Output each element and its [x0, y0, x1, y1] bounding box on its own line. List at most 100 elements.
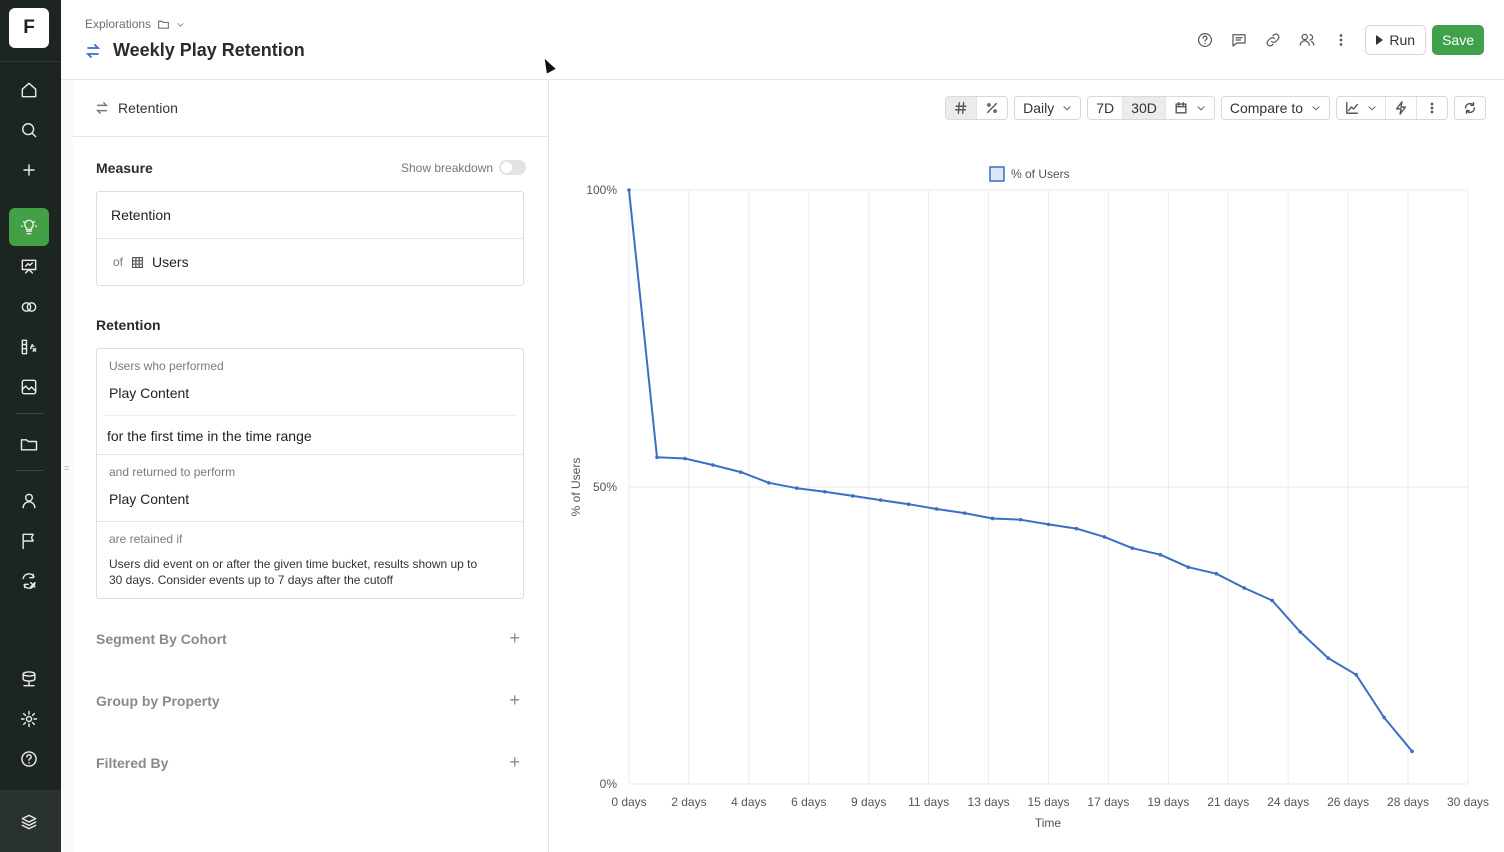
segment-by-cohort-row[interactable]: Segment By Cohort + [96, 628, 524, 649]
data-point[interactable] [906, 502, 911, 507]
data-point[interactable] [711, 463, 715, 467]
save-button[interactable]: Save [1432, 25, 1484, 55]
data-point[interactable] [1018, 517, 1023, 522]
more-vertical-icon[interactable] [1331, 30, 1351, 50]
breakdown-toggle[interactable] [499, 160, 527, 175]
data-point[interactable] [1298, 630, 1302, 634]
group-by-property-row[interactable]: Group by Property + [96, 690, 524, 711]
data-point[interactable] [1354, 672, 1358, 677]
chart-more-button[interactable] [1416, 97, 1447, 119]
panel-type-label[interactable]: Retention [118, 100, 178, 116]
chevron-down-icon[interactable] [176, 20, 185, 29]
chart-legend[interactable]: % of Users [989, 166, 1070, 182]
returned-event[interactable]: Play Content [109, 491, 190, 507]
sync-icon[interactable] [9, 562, 49, 600]
percent-format-button[interactable] [976, 97, 1007, 119]
user-icon[interactable] [9, 482, 49, 520]
data-point[interactable] [1102, 535, 1107, 539]
overlap-icon[interactable] [9, 288, 49, 326]
performed-event[interactable]: Play Content [109, 385, 190, 401]
compare-to-label: Compare to [1229, 100, 1303, 116]
run-button[interactable]: Run [1365, 25, 1427, 55]
measure-metric-row[interactable]: Retention [97, 192, 523, 239]
search-icon[interactable] [9, 111, 49, 149]
data-point[interactable] [1074, 526, 1079, 531]
data-point[interactable] [655, 455, 659, 460]
range-7d-button[interactable]: 7D [1096, 100, 1115, 116]
data-point[interactable] [683, 456, 687, 461]
data-point[interactable] [1130, 546, 1135, 550]
data-point[interactable] [1158, 552, 1163, 557]
measure-entity-row[interactable]: of Users [97, 239, 523, 285]
nav-rail: F [0, 0, 61, 852]
refresh-group [1454, 96, 1486, 120]
comment-icon[interactable] [1229, 30, 1249, 50]
folder-icon[interactable] [9, 425, 49, 463]
custom-date-button[interactable] [1164, 97, 1214, 119]
series-group [627, 188, 1414, 754]
data-point[interactable] [795, 486, 799, 490]
data-point[interactable] [1270, 598, 1275, 603]
data-point[interactable] [1242, 586, 1247, 590]
data-point[interactable] [1214, 571, 1219, 576]
add-group-icon[interactable]: + [509, 690, 520, 710]
performed-block[interactable]: Users who performed Play Content for the… [97, 349, 523, 455]
share-users-icon[interactable] [1297, 30, 1317, 50]
rail-separator [16, 470, 44, 471]
data-point[interactable] [1382, 715, 1386, 720]
data-point[interactable] [767, 481, 771, 485]
series-line[interactable] [628, 189, 1413, 752]
help-icon[interactable] [9, 740, 49, 778]
refresh-button[interactable] [1455, 97, 1485, 119]
data-point[interactable] [627, 188, 631, 192]
show-breakdown[interactable]: Show breakdown [401, 160, 527, 175]
page-title[interactable]: Weekly Play Retention [113, 40, 305, 60]
data-point[interactable] [1046, 522, 1051, 527]
layers-icon[interactable] [9, 803, 49, 841]
gear-icon[interactable] [9, 700, 49, 738]
data-point[interactable] [962, 511, 967, 515]
home-icon[interactable] [9, 71, 49, 109]
compare-to-dropdown[interactable]: Compare to [1222, 97, 1329, 119]
insights-button[interactable] [1385, 97, 1416, 119]
chart-type-dropdown[interactable] [1337, 97, 1385, 119]
more-vertical-icon [1430, 102, 1434, 114]
retained-block[interactable]: are retained if Users did event on or af… [97, 522, 523, 598]
data-point[interactable] [878, 498, 883, 502]
flag-icon[interactable] [9, 522, 49, 560]
data-point[interactable] [934, 507, 939, 511]
compare-to-select[interactable]: Compare to [1220, 96, 1330, 120]
data-point[interactable] [739, 470, 743, 474]
page-header: Explorations Weekly Play Retention Run S… [61, 0, 1504, 80]
title-row: Weekly Play Retention [85, 40, 305, 61]
filtered-by-row[interactable]: Filtered By + [96, 752, 524, 773]
image-icon[interactable] [9, 368, 49, 406]
add-filter-icon[interactable]: + [509, 752, 520, 772]
breadcrumb[interactable]: Explorations [85, 17, 185, 31]
link-icon[interactable] [1263, 30, 1283, 50]
database-icon[interactable] [9, 660, 49, 698]
number-format-button[interactable] [946, 97, 977, 119]
x-axis-label: Time [1035, 816, 1062, 830]
range-30d-button[interactable]: 30D [1122, 97, 1165, 119]
granularity-select[interactable]: Daily [1014, 96, 1082, 120]
measure-title: Measure [96, 160, 153, 176]
granularity-dropdown[interactable]: Daily [1015, 97, 1080, 119]
data-point[interactable] [850, 494, 855, 498]
presentation-icon[interactable] [9, 248, 49, 286]
app-logo[interactable]: F [9, 8, 49, 48]
data-point[interactable] [1186, 565, 1191, 569]
data-point[interactable] [822, 489, 827, 494]
data-point[interactable] [1410, 749, 1414, 754]
data-point[interactable] [990, 516, 995, 521]
data-point[interactable] [1326, 656, 1330, 660]
explorations-icon[interactable] [9, 208, 49, 246]
returned-block[interactable]: and returned to perform Play Content [97, 455, 523, 522]
plus-icon[interactable] [9, 151, 49, 189]
breadcrumb-explorations[interactable]: Explorations [85, 17, 152, 31]
first-time-condition[interactable]: for the first time in the time range [107, 428, 312, 444]
add-segment-icon[interactable]: + [509, 628, 520, 648]
help-icon[interactable] [1195, 30, 1215, 50]
formula-icon[interactable] [9, 328, 49, 366]
resize-handle-icon[interactable]: = [64, 463, 70, 473]
